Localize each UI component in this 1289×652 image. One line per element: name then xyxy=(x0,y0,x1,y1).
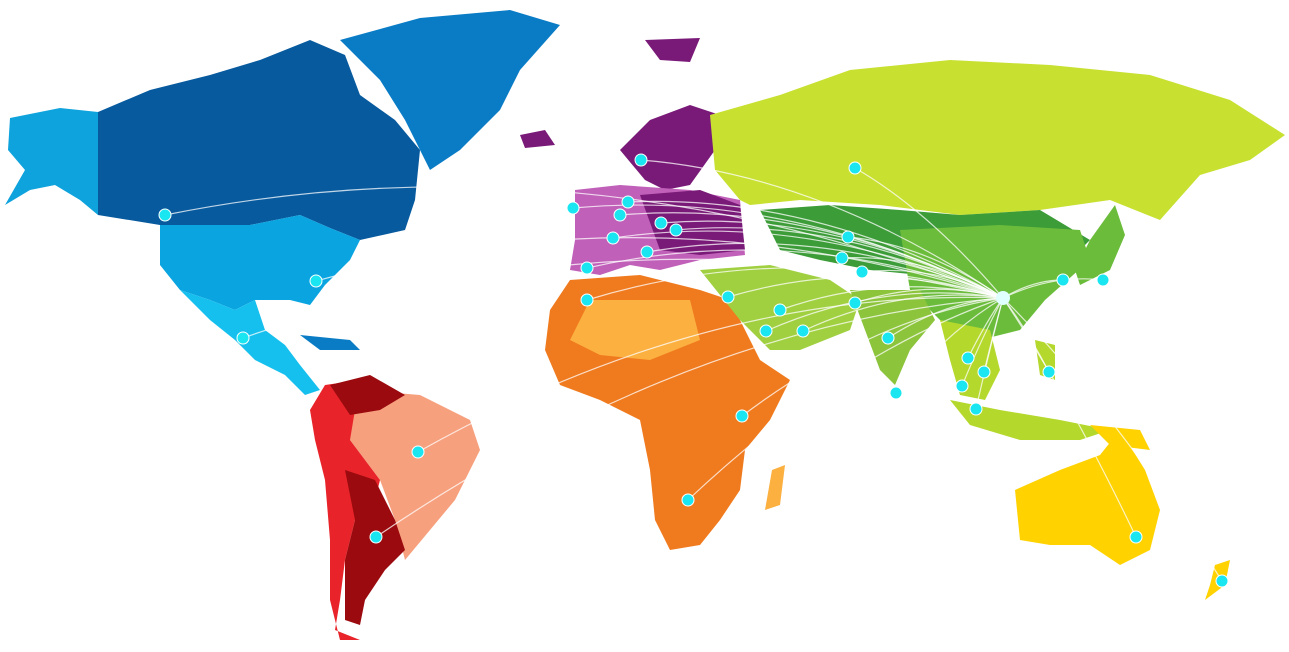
route-line xyxy=(741,297,1004,417)
region-greenland xyxy=(340,10,560,170)
city-marker[interactable] xyxy=(961,351,975,365)
north-america xyxy=(5,10,560,395)
africa xyxy=(545,275,790,550)
route-line xyxy=(975,297,1004,410)
city-marker[interactable] xyxy=(759,324,773,338)
city-marker[interactable] xyxy=(640,245,654,259)
route-line xyxy=(854,167,1004,299)
region-caribbean xyxy=(300,335,360,350)
route-line xyxy=(375,297,1004,538)
city-marker[interactable] xyxy=(969,402,983,416)
route-line xyxy=(640,159,1004,299)
region-china xyxy=(900,225,1090,340)
city-marker[interactable] xyxy=(158,208,172,222)
route-line xyxy=(802,294,1004,332)
route-line xyxy=(765,292,1004,332)
city-marker[interactable] xyxy=(606,231,620,245)
city-marker[interactable] xyxy=(621,195,635,209)
city-marker[interactable] xyxy=(796,324,810,338)
route-line xyxy=(887,297,1004,339)
city-marker[interactable] xyxy=(977,365,991,379)
region-new-guinea xyxy=(1090,425,1150,450)
route-line xyxy=(612,230,1004,299)
city-marker[interactable] xyxy=(669,223,683,237)
region-iceland xyxy=(520,130,555,148)
city-marker[interactable] xyxy=(773,303,787,317)
route-line xyxy=(417,296,1004,453)
route-line xyxy=(164,186,1004,299)
route-line xyxy=(586,267,1004,301)
city-marker[interactable] xyxy=(566,201,580,215)
city-marker[interactable] xyxy=(634,153,648,167)
city-marker[interactable] xyxy=(309,274,323,288)
route-line xyxy=(895,297,1004,394)
city-marker[interactable] xyxy=(841,230,855,244)
route-line xyxy=(687,297,1004,501)
region-andes xyxy=(310,380,380,640)
region-africa-north xyxy=(570,300,700,360)
europe xyxy=(520,38,745,275)
city-marker[interactable] xyxy=(369,530,383,544)
city-marker[interactable] xyxy=(848,161,862,175)
city-marker[interactable] xyxy=(580,261,594,275)
region-japan xyxy=(1075,205,1125,285)
region-scandinavia xyxy=(620,105,720,190)
region-indonesia xyxy=(950,400,1110,440)
route-line xyxy=(961,297,1004,387)
city-marker[interactable] xyxy=(1129,530,1143,544)
city-marker[interactable] xyxy=(955,379,969,393)
city-marker[interactable] xyxy=(855,265,869,279)
region-svalbard xyxy=(645,38,700,62)
route-line xyxy=(1002,297,1137,538)
south-america xyxy=(310,375,480,640)
city-marker[interactable] xyxy=(1215,574,1229,588)
region-argentina xyxy=(345,470,405,625)
city-marker[interactable] xyxy=(889,386,903,400)
region-usa xyxy=(160,215,360,310)
region-madagascar xyxy=(765,465,785,510)
route-line xyxy=(854,288,1004,304)
region-brazil xyxy=(345,390,480,560)
region-venezuela xyxy=(330,375,405,415)
city-marker[interactable] xyxy=(848,296,862,310)
route-line xyxy=(861,269,1004,299)
route-line xyxy=(586,249,1004,299)
region-mexico-central-america xyxy=(180,290,320,395)
city-marker[interactable] xyxy=(881,331,895,345)
city-marker[interactable] xyxy=(835,251,849,265)
city-marker[interactable] xyxy=(1042,365,1056,379)
region-russia xyxy=(710,60,1285,220)
city-marker[interactable] xyxy=(721,290,735,304)
city-marker[interactable] xyxy=(681,493,695,507)
city-marker[interactable] xyxy=(735,409,749,423)
city-marker[interactable] xyxy=(411,445,425,459)
region-australia xyxy=(1015,430,1160,565)
region-canada xyxy=(98,40,420,240)
region-alaska xyxy=(5,108,98,215)
route-line xyxy=(1002,278,1104,299)
route-line xyxy=(627,200,1004,299)
city-markers xyxy=(158,153,1229,588)
city-marker[interactable] xyxy=(236,331,250,345)
city-marker[interactable] xyxy=(580,293,594,307)
route-line xyxy=(847,236,1004,299)
oceania xyxy=(1015,425,1230,600)
city-marker[interactable] xyxy=(613,208,627,222)
city-marker[interactable] xyxy=(654,216,668,230)
city-marker[interactable] xyxy=(1056,273,1070,287)
city-marker[interactable] xyxy=(1096,273,1110,287)
route-line xyxy=(1002,297,1223,582)
hub-marker[interactable] xyxy=(996,291,1010,305)
route-line xyxy=(841,257,1004,299)
